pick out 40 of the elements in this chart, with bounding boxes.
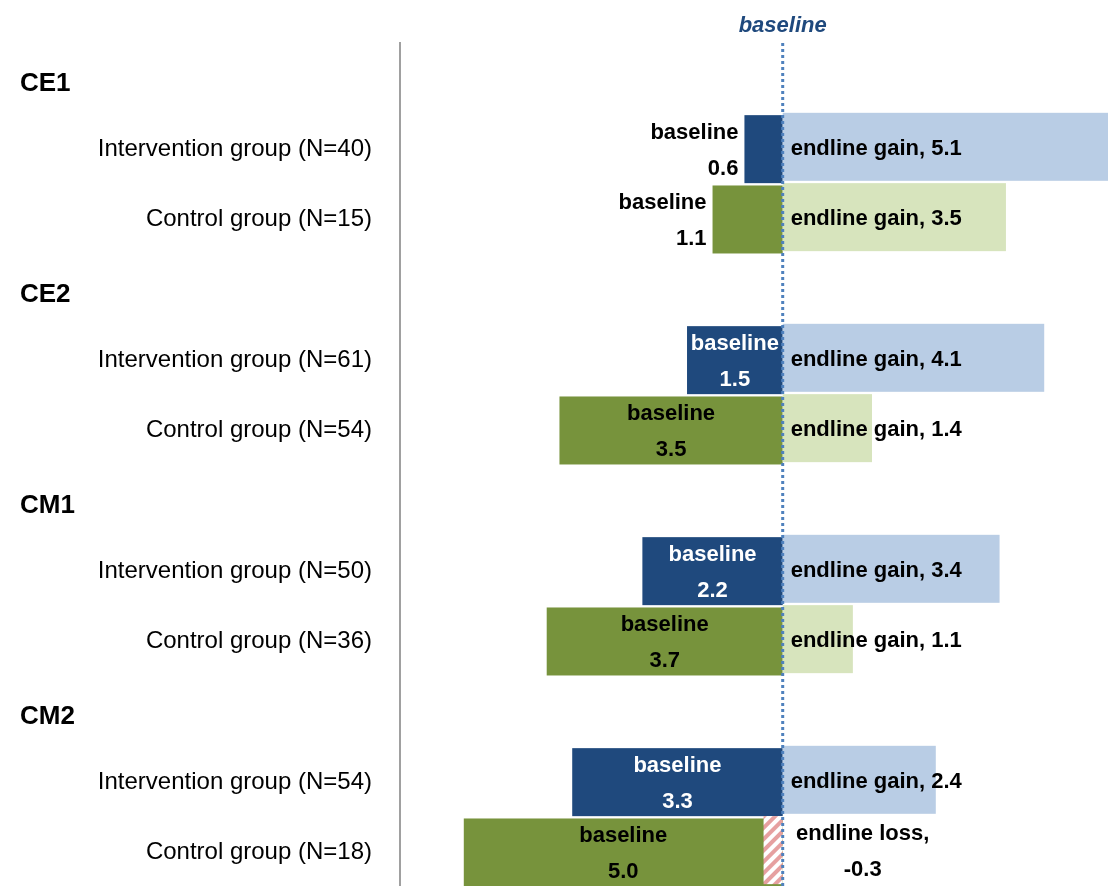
data-label: baseline 1.1 [618,189,707,251]
data-label: endline gain, 2.4 [790,767,963,793]
group-heading: CE1 [20,67,71,98]
y-tick-label: Control group (N=36) [145,625,372,653]
y-tick-label: Intervention group (N=50) [97,555,372,583]
bar [546,607,783,676]
bar [782,112,1108,181]
data-label: endline gain, 1.1 [790,627,962,653]
data-label: baseline 3.7 [620,611,709,673]
group-heading: CM1 [20,489,75,520]
y-tick-label: Intervention group (N=54) [97,766,372,794]
y-tick-label: Control group (N=54) [145,414,372,442]
group-heading: CE2 [20,278,71,309]
ref-line-label: baseline [738,12,827,37]
y-tick-label: Intervention group (N=61) [97,344,372,372]
data-label: baseline 3.3 [633,752,722,814]
data-label: baseline 0.6 [650,119,739,181]
bar [572,748,783,817]
data-label: baseline 5.0 [579,822,668,884]
data-label: endline loss, -0.3 [796,820,930,882]
bar [744,115,783,184]
bar [782,534,1000,603]
bar [712,185,783,254]
data-label: baseline 2.2 [668,541,757,603]
group-heading: CM2 [20,700,75,731]
bar [559,396,783,465]
bar [763,816,783,885]
bar [463,818,783,886]
y-tick-label: Control group (N=15) [145,203,372,231]
bar [782,183,1006,252]
data-label: baseline 3.5 [627,400,716,462]
data-label: endline gain, 3.4 [790,556,963,582]
data-label: endline gain, 1.4 [790,416,963,442]
data-label: baseline 1.5 [690,330,779,392]
bar [782,323,1045,392]
y-tick-label: Control group (N=18) [145,836,372,864]
y-tick-label: Intervention group (N=40) [97,133,372,161]
data-label: endline gain, 4.1 [790,345,962,371]
data-label: endline gain, 3.5 [790,205,962,231]
data-label: endline gain, 5.1 [790,134,962,160]
